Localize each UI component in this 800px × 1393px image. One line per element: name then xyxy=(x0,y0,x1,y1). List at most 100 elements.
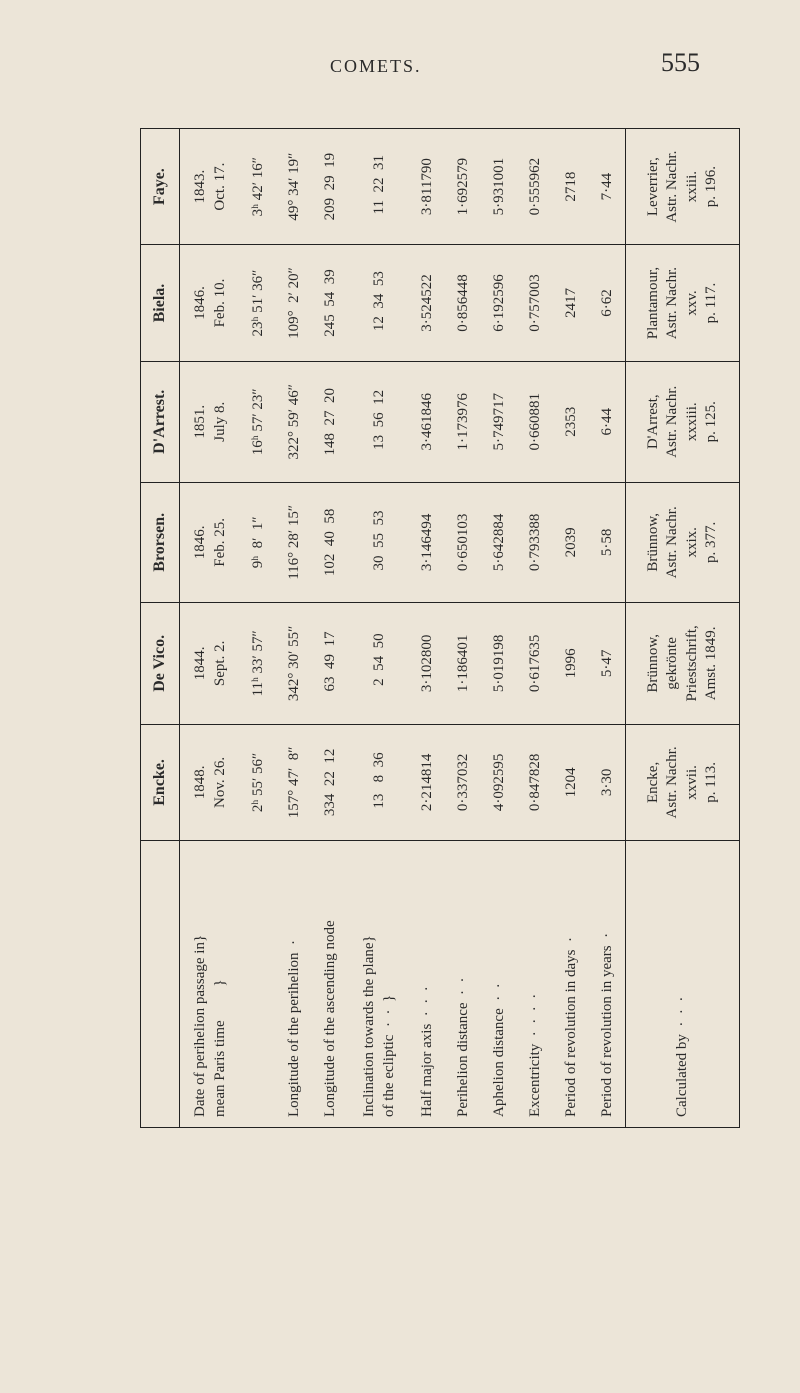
table-cell: 11ʰ 33′ 57″ xyxy=(241,602,277,724)
row-label: Date of perihelion passage in} mean Pari… xyxy=(179,841,241,1128)
table-row: Excentricity · · · ·0·8478280·6176350·79… xyxy=(518,129,554,1128)
table-cell: 30 55 53 xyxy=(349,482,410,602)
col-faye: Faye. xyxy=(141,129,180,245)
table-cell: 109° 2′ 20″ xyxy=(277,245,313,362)
table-cell: 334 22 12 xyxy=(313,724,349,840)
table-cell: 0·337032 xyxy=(446,724,482,840)
col-brorsen: Brorsen. xyxy=(141,482,180,602)
table-cell: 5·58 xyxy=(589,482,626,602)
table-cell: 0·617635 xyxy=(518,602,554,724)
page-number: 555 xyxy=(661,48,700,78)
table-row: Half major axis · · ·2·2148143·1028003·1… xyxy=(410,129,446,1128)
table-cell: 0·555962 xyxy=(518,129,554,245)
table-cell: 2353 xyxy=(554,361,590,482)
row-label: Aphelion distance · · xyxy=(482,841,518,1128)
col-darrest: D'Arrest. xyxy=(141,361,180,482)
table-row: Period of revolution in days ·1204199620… xyxy=(554,129,590,1128)
table-cell: 1·692579 xyxy=(446,129,482,245)
table-cell: 3ʰ 42′ 16″ xyxy=(241,129,277,245)
table-cell: 3·102800 xyxy=(410,602,446,724)
table-cell: Plantamour, Astr. Nachr. xxv. p. 117. xyxy=(626,245,740,362)
row-label: Period of revolution in days · xyxy=(554,841,590,1128)
table-cell: 1844. Sept. 2. xyxy=(179,602,241,724)
table-cell: 2 54 50 xyxy=(349,602,410,724)
table-cell: 3·30 xyxy=(589,724,626,840)
table-row: Longitude of the ascending node334 22 12… xyxy=(313,129,349,1128)
table-cell: 5·931001 xyxy=(482,129,518,245)
row-label: Excentricity · · · · xyxy=(518,841,554,1128)
col-devico: De Vico. xyxy=(141,602,180,724)
table-cell: 1·173976 xyxy=(446,361,482,482)
table-cell: 148 27 20 xyxy=(313,361,349,482)
table-cell: 12 34 53 xyxy=(349,245,410,362)
table-cell: 1851. July 8. xyxy=(179,361,241,482)
table-row: Perihelion distance · ·0·3370321·186401 0… xyxy=(446,129,482,1128)
table-row: Longitude of the perihelion ·157° 47′ 8″… xyxy=(277,129,313,1128)
table-cell: Leverrier, Astr. Nachr. xxiii. p. 196. xyxy=(626,129,740,245)
table-cell: 13 56 12 xyxy=(349,361,410,482)
table-cell: 0·660881 xyxy=(518,361,554,482)
table-cell: 102 40 58 xyxy=(313,482,349,602)
table-cell: Brünnow, Astr. Nachr. xxix. p. 377. xyxy=(626,482,740,602)
table-row: Aphelion distance · ·4·0925955·0191985·6… xyxy=(482,129,518,1128)
col-biela: Biela. xyxy=(141,245,180,362)
table-cell: 13 8 36 xyxy=(349,724,410,840)
table-cell: 116° 28′ 15″ xyxy=(277,482,313,602)
table-cell: 16ʰ 57′ 23″ xyxy=(241,361,277,482)
table-row: 2ʰ 55′ 56″11ʰ 33′ 57″9ʰ 8′ 1″16ʰ 57′ 23″… xyxy=(241,129,277,1128)
table-cell: 2ʰ 55′ 56″ xyxy=(241,724,277,840)
table-cell: 209 29 19 xyxy=(313,129,349,245)
table-cell: D'Arrest, Astr. Nachr. xxxiii. p. 125. xyxy=(626,361,740,482)
table-cell: 5·642884 xyxy=(482,482,518,602)
table-cell: 0·856448 xyxy=(446,245,482,362)
table-row: Calculated by · · ·Encke, Astr. Nachr. x… xyxy=(626,129,740,1128)
table-cell: 2039 xyxy=(554,482,590,602)
table-cell: 1848. Nov. 26. xyxy=(179,724,241,840)
row-label: Calculated by · · · xyxy=(626,841,740,1128)
row-label: Period of revolution in years · xyxy=(589,841,626,1128)
table-cell: 1846. Feb. 10. xyxy=(179,245,241,362)
table-cell: 9ʰ 8′ 1″ xyxy=(241,482,277,602)
row-label: Longitude of the ascending node xyxy=(313,841,349,1128)
table-cell: 11 22 31 xyxy=(349,129,410,245)
table-cell: 3·811790 xyxy=(410,129,446,245)
table-cell: 5·47 xyxy=(589,602,626,724)
table-row: Date of perihelion passage in} mean Pari… xyxy=(179,129,241,1128)
table-cell: 0·847828 xyxy=(518,724,554,840)
row-label: Half major axis · · · xyxy=(410,841,446,1128)
row-label: Inclination towards the plane} of the ec… xyxy=(349,841,410,1128)
table-cell: 1843. Oct. 17. xyxy=(179,129,241,245)
table-cell: 3·146494 xyxy=(410,482,446,602)
table-cell: 342° 30′ 55″ xyxy=(277,602,313,724)
table-cell: 49° 34′ 19″ xyxy=(277,129,313,245)
table-cell: 2417 xyxy=(554,245,590,362)
table-cell: 0·757003 xyxy=(518,245,554,362)
row-label: Perihelion distance · · xyxy=(446,841,482,1128)
table-cell: 6·44 xyxy=(589,361,626,482)
table-cell: 322° 59′ 46″ xyxy=(277,361,313,482)
table-cell: 5·749717 xyxy=(482,361,518,482)
table-row: Inclination towards the plane} of the ec… xyxy=(349,129,410,1128)
table-cell: 1·186401 xyxy=(446,602,482,724)
table-cell: 245 54 39 xyxy=(313,245,349,362)
table-cell: 23ʰ 51′ 36″ xyxy=(241,245,277,362)
table-cell: 5·019198 xyxy=(482,602,518,724)
table-cell: Brünnow, gekrönte Priestschrift, Amst. 1… xyxy=(626,602,740,724)
table-cell: 63 49 17 xyxy=(313,602,349,724)
col-encke: Encke. xyxy=(141,724,180,840)
table-cell: 2718 xyxy=(554,129,590,245)
table-cell: 6·192596 xyxy=(482,245,518,362)
rotated-table-container: The Elements of the Six Interior Comets … xyxy=(0,320,800,940)
table-cell: 3·461846 xyxy=(410,361,446,482)
table-cell: 0·793388 xyxy=(518,482,554,602)
table-cell: 7·44 xyxy=(589,129,626,245)
running-head: COMETS. xyxy=(330,56,422,77)
table-cell: 1846. Feb. 25. xyxy=(179,482,241,602)
row-label: Longitude of the perihelion · xyxy=(277,841,313,1128)
table-cell: Encke, Astr. Nachr. xxvii. p. 113. xyxy=(626,724,740,840)
comets-table: Encke. De Vico. Brorsen. D'Arrest. Biela… xyxy=(140,128,740,1128)
table-cell: 157° 47′ 8″ xyxy=(277,724,313,840)
table-row: Period of revolution in years ·3·305·475… xyxy=(589,129,626,1128)
table-header-row: Encke. De Vico. Brorsen. D'Arrest. Biela… xyxy=(141,129,180,1128)
table-cell: 3·524522 xyxy=(410,245,446,362)
